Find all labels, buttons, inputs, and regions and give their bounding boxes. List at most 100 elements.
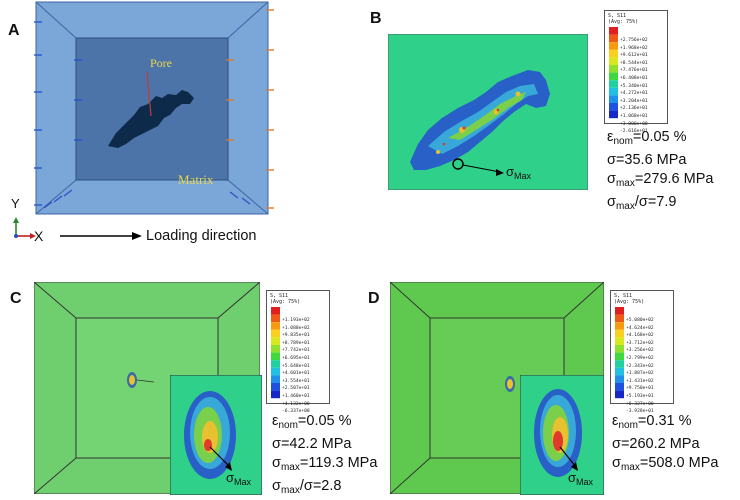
panel-b-sigma-max-marker: σMax [506, 164, 532, 181]
axis-x-label: X [34, 228, 44, 244]
pore-shape [108, 90, 194, 148]
legend-band [615, 375, 624, 383]
legend-tick-label: +5.193e+01 [626, 394, 654, 399]
legend-tick-label: +2.136e+01 [620, 106, 648, 112]
legend-band [609, 80, 618, 88]
legend-band [609, 103, 618, 111]
legend-tick-label: +2.756e+02 [620, 38, 648, 43]
panel-d-label: D [368, 290, 380, 307]
legend-band [271, 390, 280, 399]
panel-c-legend: S, S11 (Avg: 75%) +1.193e+02 +1.088e+02 +9.… [266, 290, 330, 414]
axis-y-label: Y [11, 196, 20, 211]
max-stress-value: σmax=508.0 MPa [612, 455, 719, 473]
legend-tick-label: +2.799e+02 [626, 356, 654, 361]
panel-c-stats: εnom=0.05 % σ=42.2 MPa σmax=119.3 MPa σm… [272, 412, 377, 500]
axis-triad [13, 217, 36, 239]
legend-band [609, 57, 618, 65]
panel-d-stats: εnom=0.31 % σ=260.2 MPa σmax=508.0 MPa [612, 412, 718, 477]
legend-tick-label: +5.648e+01 [282, 363, 310, 369]
legend-colorbar [609, 27, 618, 119]
pore-label: Pore [150, 56, 172, 70]
panel-b-label: B [370, 10, 382, 27]
legend-colorbar [615, 307, 624, 399]
legend-band [615, 352, 624, 361]
legend-tick-label: +6.408e+01 [620, 76, 648, 81]
legend-tick-label: +2.507e+01 [282, 386, 310, 392]
panel-d-inset [520, 375, 604, 495]
legend-tick-label: +9.612e+01 [620, 53, 648, 59]
strain-value: εnom=0.05 % [607, 129, 687, 147]
legend-band [609, 87, 618, 96]
strain-value: εnom=0.31 % [612, 413, 692, 431]
legend-tick-label: +7.476e+01 [620, 68, 648, 74]
panel-b-stress-map [388, 34, 588, 190]
legend-band [615, 329, 624, 338]
legend-band [271, 307, 280, 315]
legend-tick-label: +3.256e+02 [626, 348, 654, 354]
legend-tick-label: +5.080e+02 [626, 318, 654, 323]
legend-tick-label: +8.544e+01 [620, 60, 648, 66]
panel-a-label: A [8, 22, 20, 39]
loading-direction-arrow [60, 232, 142, 240]
legend-tick-label: -6.337e+00 [282, 409, 310, 415]
legend-band [609, 95, 618, 103]
legend-colorbar [271, 307, 280, 399]
legend-tick-label: +4.601e+01 [282, 371, 310, 377]
max-stress-value: σmax=119.3 MPa [272, 455, 378, 473]
panel-c-inset [170, 375, 262, 495]
legend-band [615, 367, 624, 376]
legend-band [271, 322, 280, 330]
panel-c-label: C [10, 290, 22, 307]
legend-tick-label: +1.068e+01 [620, 114, 648, 119]
panel-d-legend: S, S11 (Avg: 75%) +5.080e+02 +4.624e+02 +4.… [610, 290, 674, 414]
legend-tick-label: +4.132e+00 [282, 401, 310, 407]
legend-band [609, 110, 618, 119]
stress-value: σ=35.6 MPa [607, 152, 687, 168]
legend-tick-label: +3.000e+00 [620, 121, 648, 127]
panel-c-sigma-max-marker: σMax [226, 470, 252, 487]
loading-direction-label: Loading direction [146, 228, 257, 244]
matrix-label: Matrix [178, 172, 214, 187]
legend-band [271, 337, 280, 345]
legend-tick-label: +1.968e+02 [620, 45, 648, 51]
legend-band [615, 314, 624, 323]
legend-tick-label: +2.343e+02 [626, 363, 654, 369]
legend-tick-label: +6.695e+01 [282, 356, 310, 361]
legend-band [615, 383, 624, 391]
legend-tick-label: +7.742e+01 [282, 348, 310, 354]
legend-band [615, 337, 624, 345]
legend-band [615, 307, 624, 315]
legend-tick-label: +3.204e+01 [620, 98, 648, 104]
max-stress-value: σmax=279.6 MPa [607, 171, 714, 189]
legend-tick-label: +1.193e+02 [282, 318, 310, 323]
legend-tick-label: +6.327e+00 [626, 401, 654, 407]
legend-band [615, 322, 624, 330]
legend-band [609, 42, 618, 50]
strain-value: εnom=0.05 % [272, 413, 352, 431]
legend-band [271, 345, 280, 353]
legend-tick-label: +9.835e+01 [282, 333, 310, 339]
legend-tick-label: -3.928e+01 [626, 409, 654, 415]
legend-tick-label: +5.340e+01 [620, 83, 648, 89]
legend-band [271, 367, 280, 376]
legend-tick-label: +4.624e+02 [626, 325, 654, 331]
legend-band [615, 360, 624, 368]
legend-tick-label: +1.431e+02 [626, 378, 654, 384]
legend-tick-label: +9.750e+01 [626, 386, 654, 392]
legend-band [609, 49, 618, 58]
legend-band [271, 314, 280, 323]
legend-title: S, S11 [608, 13, 627, 19]
legend-band [271, 360, 280, 368]
panel-d-sigma-max-marker: σMax [568, 470, 594, 487]
legend-band [615, 345, 624, 353]
legend-tick-label: +4.272e+01 [620, 91, 648, 97]
stress-value: σ=42.2 MPa [272, 436, 352, 452]
panel-b-stats: εnom=0.05 % σ=35.6 MPa σmax=279.6 MPa σm… [607, 128, 713, 216]
panel-b-legend: S, S11 (Avg: 75%) +2.756e+02 +1.968e+02 +9.… [604, 10, 668, 134]
legend-band [271, 329, 280, 338]
legend-tick-label: +1.460e+01 [282, 394, 310, 399]
legend-tick-label: +3.554e+01 [282, 378, 310, 384]
panel-a-model [34, 1, 274, 215]
stress-value: σ=260.2 MPa [612, 436, 700, 452]
stress-ratio-value: σmax/σ=7.9 [607, 194, 677, 212]
